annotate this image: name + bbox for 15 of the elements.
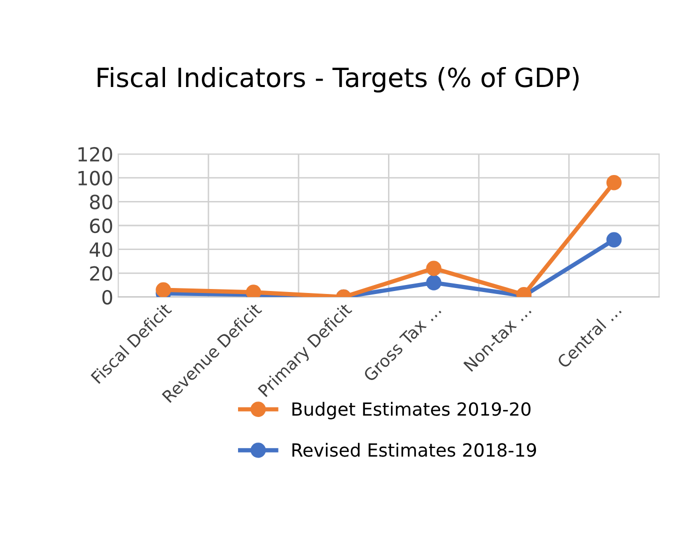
point xyxy=(606,174,622,190)
point xyxy=(426,260,442,276)
chart-title: Fiscal Indicators - Targets (% of GDP) xyxy=(98,66,579,93)
y-tick-label: 100 xyxy=(78,170,112,186)
point xyxy=(606,232,622,248)
point xyxy=(156,282,172,297)
y-tick-label: 80 xyxy=(90,194,112,210)
y-tick-label: 40 xyxy=(90,242,112,257)
legend-label: Revised Estimates 2018-19 xyxy=(292,442,536,457)
y-tick-label: 0 xyxy=(102,290,112,305)
legend-label: Budget Estimates 2019-20 xyxy=(292,402,530,420)
y-tick-label: 20 xyxy=(90,266,112,281)
y-tick-label: 60 xyxy=(90,218,112,234)
y-tick-label: 120 xyxy=(78,146,112,162)
point xyxy=(426,275,442,290)
